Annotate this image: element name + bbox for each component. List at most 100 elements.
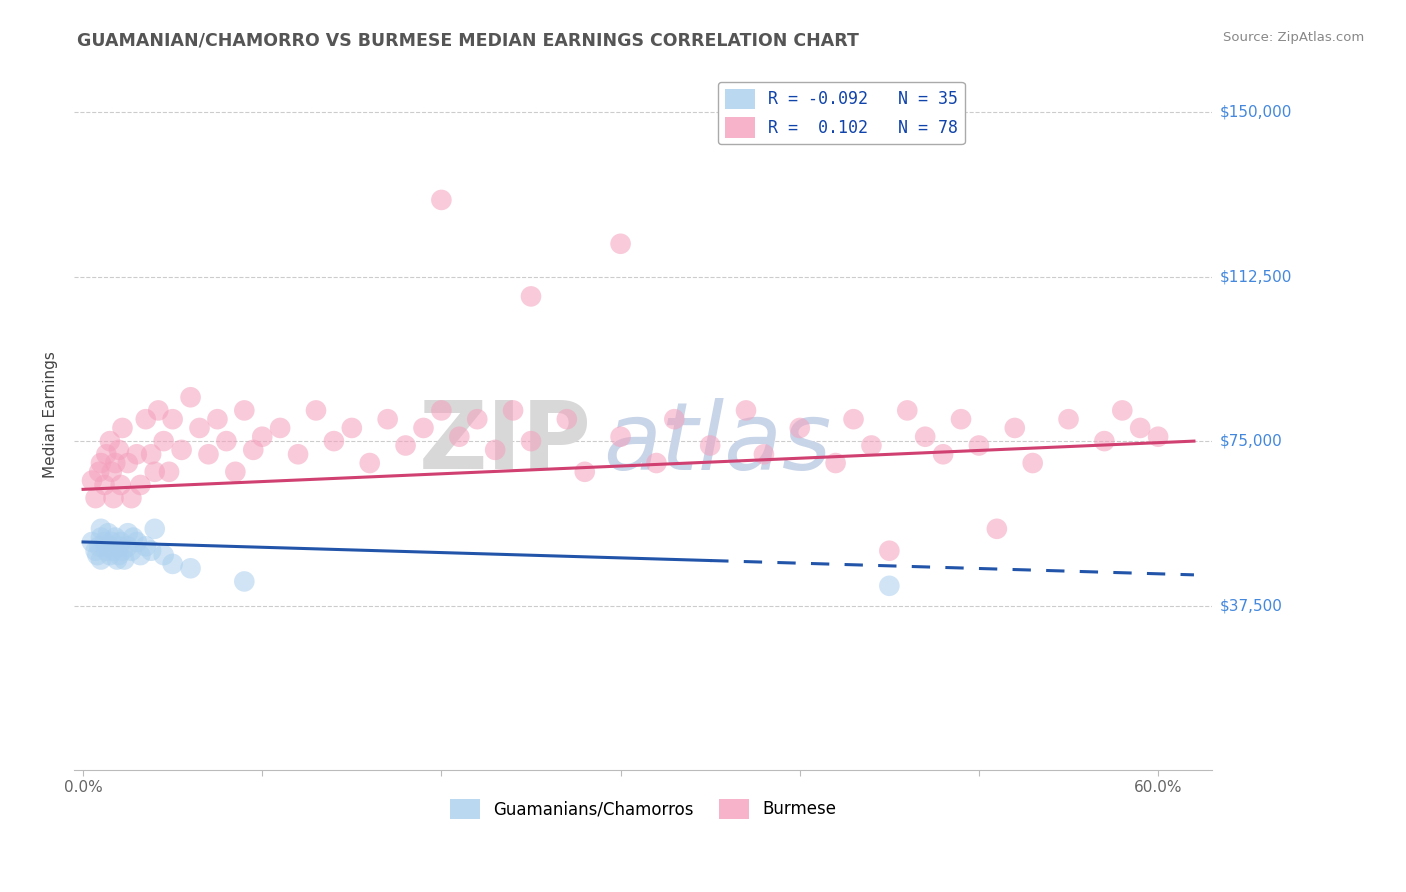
Point — [430, 193, 453, 207]
Point — [135, 540, 157, 554]
Point — [180, 390, 202, 404]
Point — [879, 579, 901, 593]
Point — [162, 557, 184, 571]
Point — [108, 540, 131, 554]
Point — [233, 574, 256, 589]
Point — [108, 548, 131, 562]
Point — [645, 456, 668, 470]
Point — [574, 465, 596, 479]
Legend: Guamanians/Chamorros, Burmese: Guamanians/Chamorros, Burmese — [443, 792, 842, 826]
Point — [699, 438, 721, 452]
Point — [112, 552, 135, 566]
Point — [98, 548, 121, 562]
Point — [752, 447, 775, 461]
Point — [252, 430, 274, 444]
Point — [129, 548, 152, 562]
Point — [340, 421, 363, 435]
Point — [197, 447, 219, 461]
Point — [207, 412, 229, 426]
Point — [1147, 430, 1170, 444]
Point — [170, 442, 193, 457]
Point — [465, 412, 488, 426]
Point — [90, 552, 112, 566]
Point — [103, 491, 125, 505]
Point — [111, 421, 134, 435]
Point — [148, 403, 170, 417]
Point — [139, 543, 162, 558]
Point — [96, 447, 118, 461]
Text: ZIP: ZIP — [419, 397, 592, 489]
Point — [125, 535, 148, 549]
Point — [111, 543, 134, 558]
Point — [896, 403, 918, 417]
Point — [609, 236, 631, 251]
Point — [110, 478, 132, 492]
Point — [93, 478, 115, 492]
Point — [986, 522, 1008, 536]
Point — [122, 531, 145, 545]
Point — [117, 540, 139, 554]
Point — [98, 540, 121, 554]
Point — [108, 442, 131, 457]
Point — [143, 465, 166, 479]
Point — [90, 522, 112, 536]
Point — [96, 543, 118, 558]
Point — [1057, 412, 1080, 426]
Point — [287, 447, 309, 461]
Point — [305, 403, 328, 417]
Point — [242, 442, 264, 457]
Point — [129, 478, 152, 492]
Point — [842, 412, 865, 426]
Point — [359, 456, 381, 470]
Point — [100, 465, 122, 479]
Text: atlas: atlas — [603, 398, 831, 489]
Point — [502, 403, 524, 417]
Point — [377, 412, 399, 426]
Point — [89, 540, 111, 554]
Point — [84, 543, 107, 558]
Point — [430, 403, 453, 417]
Point — [950, 412, 973, 426]
Point — [84, 491, 107, 505]
Point — [89, 465, 111, 479]
Point — [664, 412, 686, 426]
Point — [117, 456, 139, 470]
Point — [609, 430, 631, 444]
Point — [86, 548, 108, 562]
Point — [520, 289, 543, 303]
Point — [152, 434, 174, 449]
Point — [104, 531, 127, 545]
Point — [120, 543, 142, 558]
Point — [1092, 434, 1115, 449]
Point — [110, 535, 132, 549]
Point — [97, 526, 120, 541]
Point — [104, 456, 127, 470]
Point — [735, 403, 758, 417]
Point — [412, 421, 434, 435]
Point — [269, 421, 291, 435]
Y-axis label: Median Earnings: Median Earnings — [44, 351, 58, 478]
Point — [224, 465, 246, 479]
Point — [180, 561, 202, 575]
Point — [520, 434, 543, 449]
Point — [120, 491, 142, 505]
Point — [555, 412, 578, 426]
Point — [1021, 456, 1043, 470]
Point — [967, 438, 990, 452]
Point — [860, 438, 883, 452]
Point — [322, 434, 344, 449]
Point — [914, 430, 936, 444]
Point — [93, 535, 115, 549]
Point — [394, 438, 416, 452]
Point — [1004, 421, 1026, 435]
Text: $112,500: $112,500 — [1220, 269, 1292, 285]
Point — [80, 535, 103, 549]
Point — [449, 430, 471, 444]
Point — [103, 543, 125, 558]
Point — [233, 403, 256, 417]
Point — [789, 421, 811, 435]
Point — [125, 447, 148, 461]
Point — [157, 465, 180, 479]
Point — [100, 535, 122, 549]
Text: $150,000: $150,000 — [1220, 104, 1292, 120]
